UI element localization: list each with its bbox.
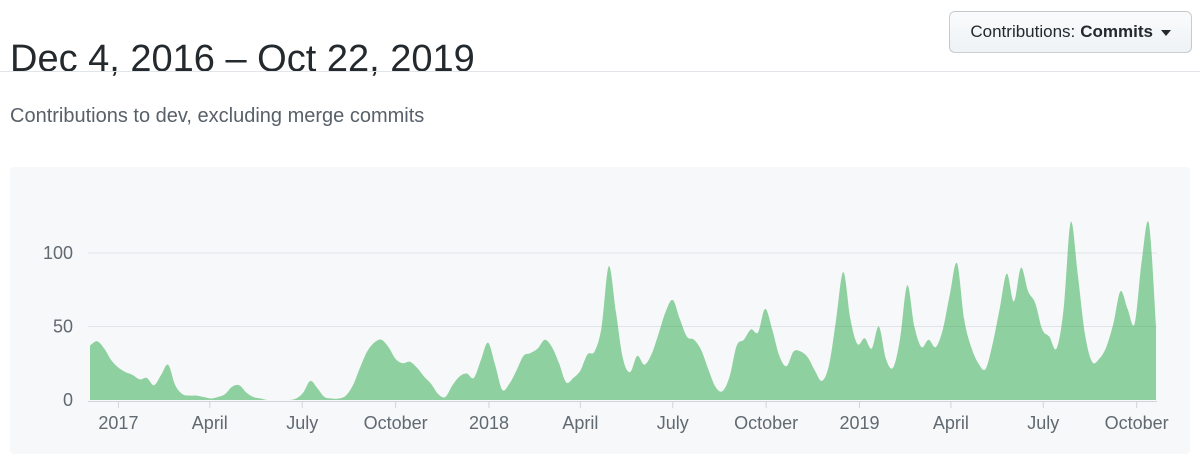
y-axis-label: 50 — [53, 317, 73, 337]
x-axis-label: 2019 — [839, 413, 879, 433]
header-divider — [0, 71, 1200, 72]
x-axis-label: July — [657, 413, 689, 433]
dropdown-selected-value: Commits — [1080, 22, 1153, 41]
chart-panel: 2017 April July October 2018 April July October… — [10, 167, 1190, 454]
x-axis-label: 2017 — [98, 413, 138, 433]
page-title: Dec 4, 2016 – Oct 22, 2019 — [10, 38, 475, 81]
commits-area-series[interactable] — [90, 221, 1157, 400]
caret-down-icon — [1161, 30, 1171, 36]
x-axis-label: July — [286, 413, 318, 433]
x-axis-label: April — [933, 413, 969, 433]
x-axis-label: October — [1105, 413, 1169, 433]
y-axis-label: 100 — [43, 243, 73, 263]
x-axis-label: April — [192, 413, 228, 433]
y-axis-label: 0 — [63, 390, 73, 410]
contributions-dropdown-button[interactable]: Contributions: Commits — [949, 11, 1192, 53]
chart-subtitle: Contributions to dev, excluding merge co… — [10, 105, 425, 127]
x-axis-label: October — [734, 413, 798, 433]
dropdown-label: Contributions: — [970, 22, 1076, 41]
x-axis-label: July — [1027, 413, 1059, 433]
x-axis-label: October — [364, 413, 428, 433]
contributions-chart[interactable]: 2017 April July October 2018 April July October… — [10, 167, 1190, 454]
x-axis-label: 2018 — [469, 413, 509, 433]
x-axis-label: April — [562, 413, 598, 433]
